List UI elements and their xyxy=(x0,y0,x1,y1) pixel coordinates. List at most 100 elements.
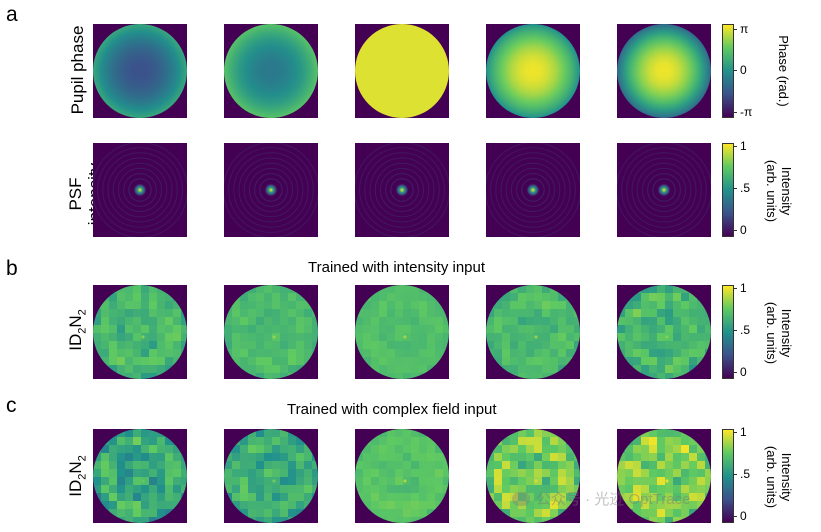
airy-ring xyxy=(636,162,692,218)
airy-ring xyxy=(359,147,445,233)
output-disk xyxy=(93,429,187,523)
panel-letter-b: b xyxy=(6,257,18,280)
psf-spot xyxy=(133,183,147,197)
image-cell-graphic xyxy=(486,143,580,237)
colorbar-tick: .5 xyxy=(732,181,751,195)
output-disk xyxy=(224,429,318,523)
center-artifact xyxy=(272,479,276,483)
image-cell xyxy=(355,429,449,523)
image-cell xyxy=(486,429,580,523)
output-disk xyxy=(224,285,318,379)
airy-ring xyxy=(621,147,707,233)
colorbar-output-b xyxy=(722,285,734,379)
image-cell xyxy=(355,285,449,379)
image-cell-graphic xyxy=(617,24,711,118)
colorbar-title-output-b: Intensity (arb. units) xyxy=(764,301,794,365)
airy-ring xyxy=(495,152,571,228)
airy-ring xyxy=(233,152,309,228)
watermark: 公众号 · 光迹 OptTrace xyxy=(512,488,690,509)
image-cell-graphic xyxy=(355,143,449,237)
center-artifact xyxy=(665,479,669,483)
image-cell xyxy=(224,429,318,523)
airy-ring xyxy=(490,147,576,233)
center-artifact xyxy=(665,335,669,339)
colorbar-tick: 0 xyxy=(733,63,747,77)
image-cell-graphic xyxy=(93,285,187,379)
colorbar-phase xyxy=(722,24,734,118)
center-artifact xyxy=(534,479,538,483)
airy-ring xyxy=(369,157,435,223)
image-cell xyxy=(355,24,449,118)
row-label-line: ID2N2 xyxy=(66,309,89,351)
center-artifact xyxy=(403,335,407,339)
pupil-disk xyxy=(355,24,449,118)
airy-ring xyxy=(243,162,299,218)
pupil-disk xyxy=(486,24,580,118)
psf-spot xyxy=(395,183,409,197)
colorbar-title-output-c: Intensity (arb. units) xyxy=(764,445,794,509)
image-cell-graphic xyxy=(486,285,580,379)
image-cell-graphic xyxy=(224,429,318,523)
airy-ring xyxy=(102,152,178,228)
colorbar-tick: 1 xyxy=(733,281,747,295)
image-cell xyxy=(93,285,187,379)
output-disk xyxy=(93,285,187,379)
airy-ring xyxy=(626,152,702,228)
airy-ring xyxy=(647,173,681,207)
image-cell xyxy=(617,143,711,237)
airy-ring xyxy=(379,167,425,213)
airy-ring xyxy=(385,173,419,207)
pupil-disk xyxy=(617,24,711,118)
airy-ring xyxy=(521,178,545,202)
row-label-line: ID2N2 xyxy=(66,455,89,497)
image-cell xyxy=(486,24,580,118)
colorbar-tick: 1 xyxy=(733,425,747,439)
image-cell-graphic xyxy=(224,143,318,237)
image-cell-graphic xyxy=(355,429,449,523)
airy-ring xyxy=(652,178,676,202)
airy-ring xyxy=(500,157,566,223)
colorbar-tick: 0 xyxy=(733,509,747,523)
airy-ring xyxy=(97,147,183,233)
image-cell xyxy=(224,143,318,237)
image-cell xyxy=(93,429,187,523)
colorbar-tick: 0 xyxy=(733,365,747,379)
image-cell-graphic xyxy=(486,429,580,523)
image-cell-graphic xyxy=(93,24,187,118)
colorbar-tick: 1 xyxy=(733,139,747,153)
image-cell-graphic xyxy=(617,429,711,523)
image-cell-graphic xyxy=(617,285,711,379)
airy-ring xyxy=(641,167,687,213)
panel-b-title: Trained with intensity input xyxy=(308,259,486,276)
image-cell xyxy=(486,285,580,379)
image-cell xyxy=(93,24,187,118)
airy-ring xyxy=(238,157,304,223)
center-artifact xyxy=(141,479,145,483)
image-cell xyxy=(486,143,580,237)
center-artifact xyxy=(403,479,407,483)
colorbar-psf xyxy=(722,143,734,237)
image-cell-graphic xyxy=(93,143,187,237)
row-label-text: Pupil phase xyxy=(68,25,87,115)
airy-ring xyxy=(112,162,168,218)
wechat-icon xyxy=(512,492,530,506)
airy-ring xyxy=(510,167,556,213)
image-cell xyxy=(224,285,318,379)
airy-ring xyxy=(390,178,414,202)
row-label-pupil-phase: Pupil phase xyxy=(68,20,88,120)
colorbar-tick: .5 xyxy=(732,323,751,337)
image-cell-graphic xyxy=(224,285,318,379)
panel-letter-c: c xyxy=(6,394,17,417)
pupil-disk xyxy=(93,24,187,118)
center-artifact xyxy=(272,335,276,339)
airy-ring xyxy=(505,162,561,218)
output-disk xyxy=(486,285,580,379)
image-cell xyxy=(224,24,318,118)
airy-ring xyxy=(123,173,157,207)
image-cell-graphic xyxy=(355,285,449,379)
colorbar-tick: .5 xyxy=(732,467,751,481)
image-cell xyxy=(355,143,449,237)
airy-ring xyxy=(117,167,163,213)
airy-ring xyxy=(254,173,288,207)
